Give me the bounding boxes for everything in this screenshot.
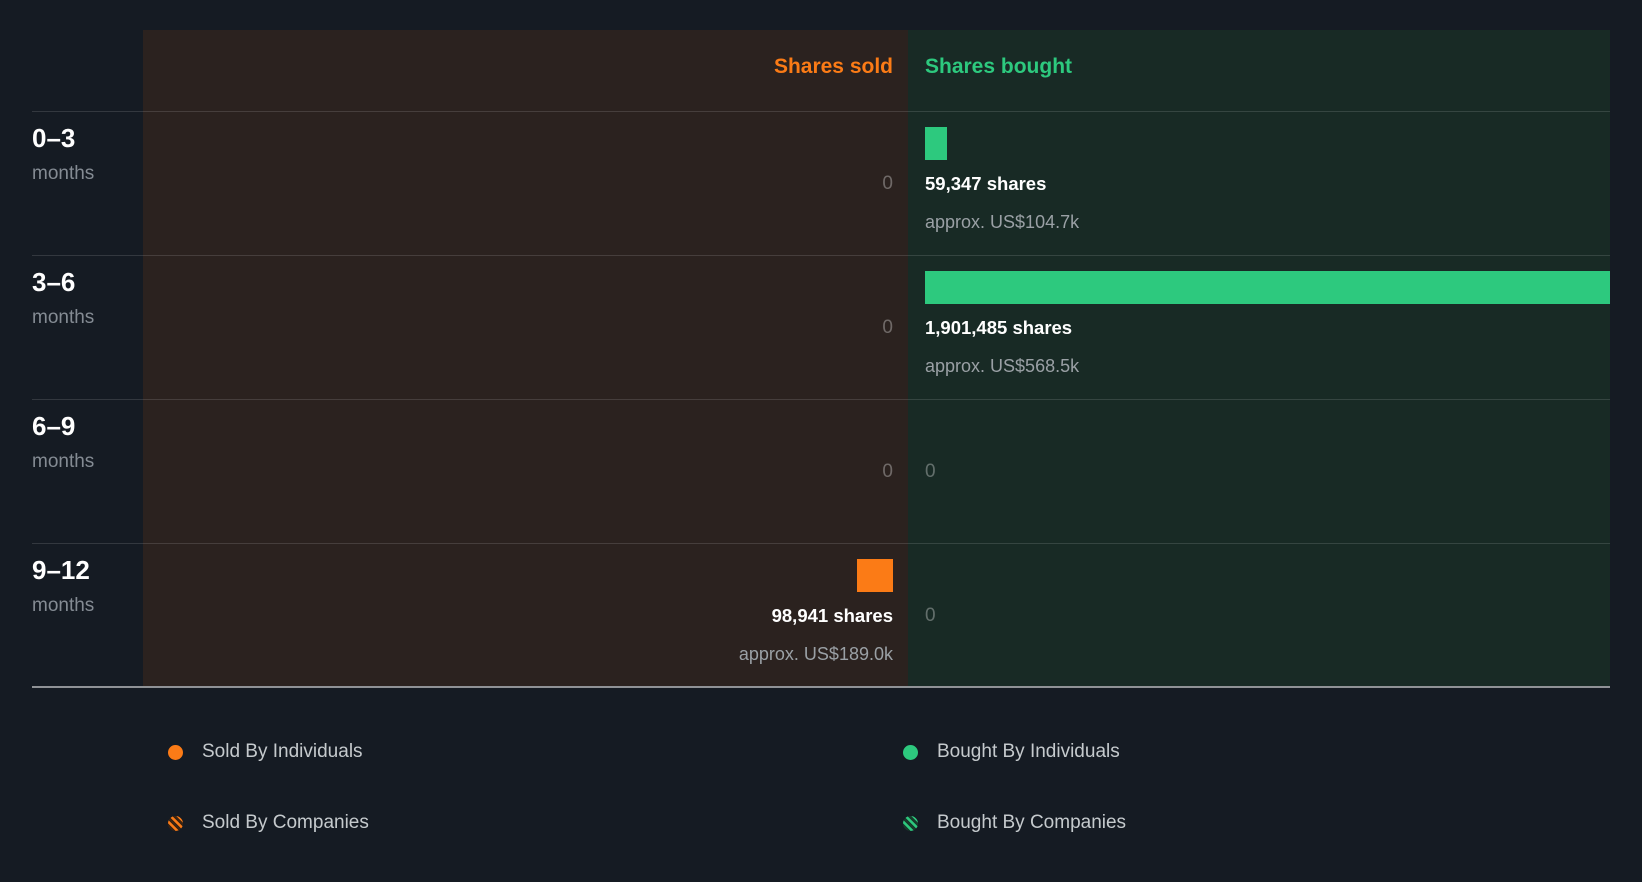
shares-bought-panel: [908, 30, 1610, 687]
row-period-unit: months: [32, 163, 95, 184]
bought-approx-value: approx. US$568.5k: [925, 356, 1080, 376]
legend-item-sold-individuals: Sold By Individuals: [168, 740, 369, 764]
chart-row: 0–3 months 0 59,347 shares approx. US$104.7k: [0, 111, 1642, 255]
legend-item-sold-companies: Sold By Companies: [168, 811, 369, 835]
row-period-label: 9–12: [32, 555, 90, 585]
bought-bar[interactable]: [925, 271, 1610, 304]
legend-item-bought-companies: Bought By Companies: [903, 811, 1126, 835]
shares-sold-header: Shares sold: [773, 55, 893, 78]
bought-individuals-marker-icon: [903, 744, 918, 760]
row-period-label: 0–3: [32, 123, 76, 153]
bought-value: 1,901,485 shares: [925, 317, 1073, 338]
legend-label: Bought By Companies: [937, 812, 1127, 833]
row-period-unit: months: [32, 451, 95, 472]
legend-label: Sold By Individuals: [202, 741, 363, 762]
sold-value: 0: [882, 173, 893, 194]
row-period-unit: months: [32, 307, 95, 328]
row-divider: [32, 255, 1610, 256]
sold-companies-marker-icon: [168, 815, 183, 831]
sold-approx-value: approx. US$189.0k: [738, 644, 893, 664]
bought-value: 0: [925, 605, 936, 626]
row-period-label: 3–6: [32, 267, 76, 297]
row-divider: [32, 543, 1610, 544]
sold-value: 0: [882, 461, 893, 482]
bought-value: 59,347 shares: [925, 173, 1047, 194]
chart-row: 6–9 months 0 0: [0, 399, 1642, 543]
legend-item-bought-individuals: Bought By Individuals: [903, 740, 1126, 764]
row-period-unit: months: [32, 595, 95, 616]
legend-label: Bought By Individuals: [937, 741, 1120, 762]
bought-bar[interactable]: [925, 127, 947, 160]
bought-approx-value: approx. US$104.7k: [925, 212, 1080, 232]
chart-baseline: [32, 686, 1610, 688]
chart-row: 3–6 months 0 1,901,485 shares approx. US$568…: [0, 255, 1642, 399]
row-divider: [32, 111, 1610, 112]
sold-individuals-marker-icon: [168, 744, 183, 760]
shares-sold-panel: [143, 30, 908, 687]
bought-companies-marker-icon: [903, 815, 918, 831]
legend-label: Sold By Companies: [202, 812, 369, 833]
sold-value: 0: [882, 317, 893, 338]
sold-bar[interactable]: [857, 559, 893, 592]
legend-sold-column: Sold By Individuals Sold By Companies: [168, 740, 369, 882]
shares-bought-header: Shares bought: [925, 55, 1073, 78]
legend-bought-column: Bought By Individuals Bought By Companie…: [903, 740, 1126, 882]
bought-value: 0: [925, 461, 936, 482]
sold-value: 98,941 shares: [771, 605, 893, 626]
chart-row: 9–12 months 98,941 shares approx. US$189.0k…: [0, 543, 1642, 687]
row-divider: [32, 399, 1610, 400]
row-period-label: 6–9: [32, 411, 76, 441]
